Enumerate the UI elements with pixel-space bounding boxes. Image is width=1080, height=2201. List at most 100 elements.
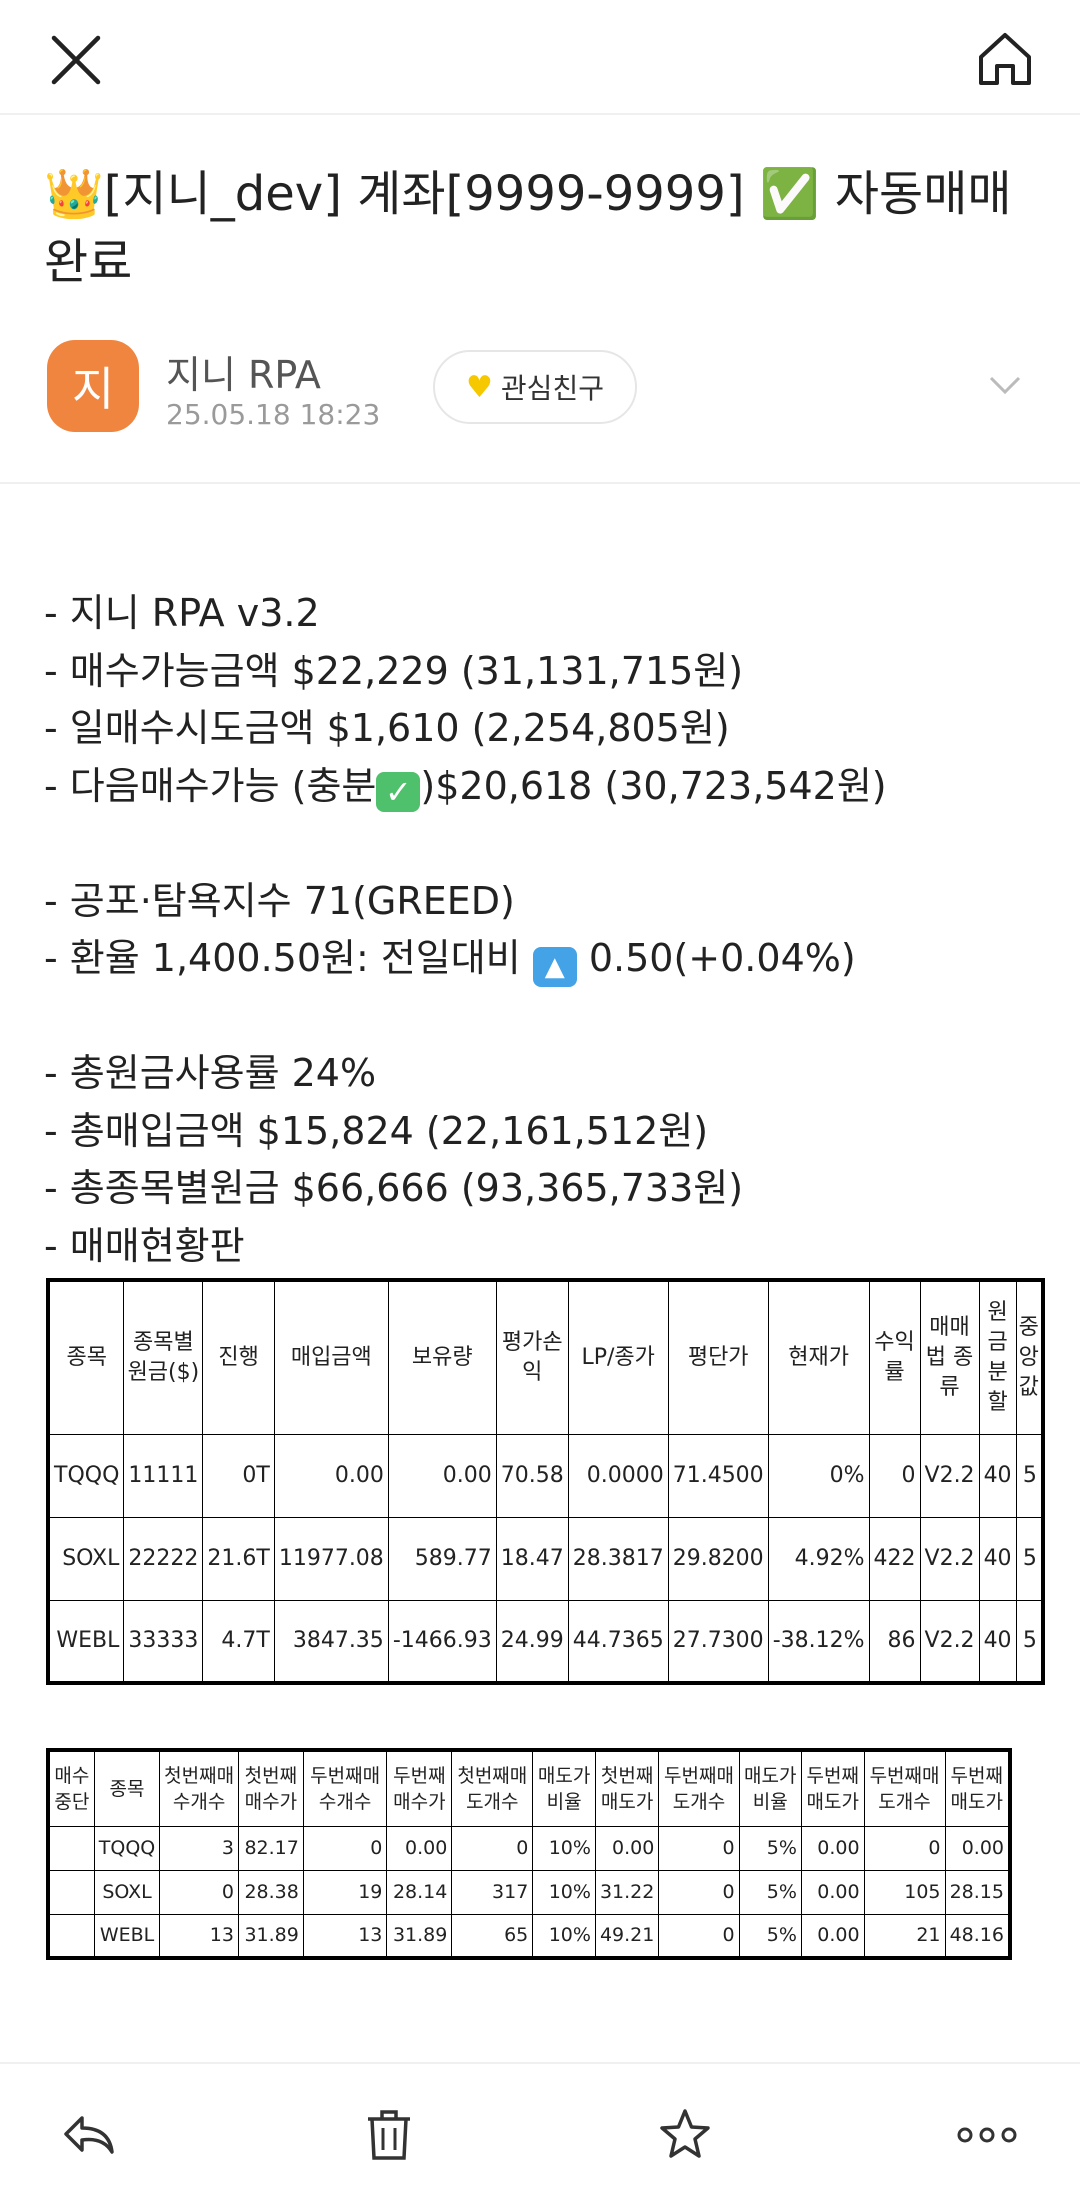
avatar[interactable]: 지: [47, 340, 139, 432]
chevron-down-icon[interactable]: [985, 370, 1025, 400]
line-total-principal: - 총종목별원금 $66,666 (93,365,733원): [44, 1166, 744, 1210]
more-icon[interactable]: [955, 2106, 1019, 2164]
column-header: 종목: [47, 1279, 125, 1435]
line-version: - 지니 RPA v3.2: [44, 591, 320, 635]
line-next-post: )$20,618 (30,723,542원): [420, 763, 887, 808]
table-cell: 5: [1015, 1599, 1044, 1684]
check-icon: ✓: [376, 771, 421, 812]
table-cell: 5: [1015, 1516, 1044, 1601]
line-total-buy: - 총매입금액 $15,824 (22,161,512원): [44, 1108, 709, 1153]
top-bar: [0, 0, 1080, 115]
column-header: 매매법 종류: [919, 1279, 980, 1435]
table-cell: 0: [658, 1869, 740, 1915]
column-header: 원금분할: [978, 1279, 1017, 1435]
message-title: 👑[지니_dev] 계좌[9999-9999] ✅ 자동매매 완료: [44, 166, 1012, 290]
table-cell: 21: [863, 1913, 946, 1959]
table-cell: 33333: [123, 1599, 204, 1684]
reply-icon[interactable]: [60, 2106, 118, 2164]
star-icon[interactable]: [656, 2106, 714, 2164]
table-cell: 11977.08: [273, 1516, 389, 1601]
table-cell: 0: [658, 1913, 740, 1959]
bottom-bar: [0, 2062, 1080, 2201]
table-cell: WEBL: [47, 1599, 125, 1684]
divider: [0, 482, 1080, 484]
table-cell: 40: [978, 1599, 1017, 1684]
table-cell: 31.89: [386, 1913, 453, 1959]
column-header: 첫번째매수가: [237, 1749, 304, 1827]
favorite-friend-button[interactable]: ♥ 관심친구: [433, 350, 637, 424]
table-cell: 0: [451, 1825, 534, 1871]
table-cell: 0.00: [594, 1825, 660, 1871]
column-header: 현재가: [767, 1279, 870, 1435]
up-arrow-icon: ▲: [532, 947, 577, 987]
table-cell: 0: [302, 1825, 388, 1871]
line-board: - 매매현황판: [44, 1223, 245, 1268]
column-header: 첫번째매도가: [594, 1749, 660, 1827]
table-cell: 19: [302, 1869, 388, 1915]
line-next-pre: - 다음매수가능 (충분: [44, 763, 377, 808]
table-cell: 40: [978, 1433, 1017, 1518]
column-header: 매도가비율: [532, 1749, 596, 1827]
table-cell: -38.12%: [767, 1599, 870, 1684]
table-cell: 28.38: [237, 1869, 304, 1915]
column-header: 평단가: [667, 1279, 769, 1435]
table-cell: 0.00: [944, 1825, 1011, 1871]
table-cell: V2.2: [919, 1516, 980, 1601]
table-cell: 0%: [767, 1433, 870, 1518]
table-cell: 0.0000: [567, 1433, 669, 1518]
line-next: - 다음매수가능 (충분 ✓)$20,618 (30,723,542원): [44, 758, 1044, 816]
column-header: 두번째매도개수: [863, 1749, 946, 1827]
column-header: 중앙값: [1015, 1279, 1044, 1435]
table-cell: 86: [868, 1599, 921, 1684]
table-cell: 0.00: [800, 1869, 865, 1915]
table-cell: 0: [868, 1433, 921, 1518]
table-cell: 105: [863, 1869, 946, 1915]
table-cell: 4.92%: [767, 1516, 870, 1601]
table-cell: 10%: [532, 1825, 596, 1871]
column-header: 두번째매수개수: [302, 1749, 388, 1827]
favorite-friend-label: 관심친구: [500, 372, 604, 405]
table-row: SOXL 22222 21.6T 11977.08 589.77 18.47 28.3817…: [47, 1516, 1044, 1601]
table-cell: -1466.93: [387, 1599, 497, 1684]
line-fx-post: 0.50(+0.04%): [576, 936, 856, 980]
column-header: 매수중단: [47, 1749, 95, 1827]
table-cell: 5%: [738, 1869, 802, 1915]
table-cell: 0.00: [387, 1433, 497, 1518]
home-icon[interactable]: [976, 30, 1034, 88]
table-cell: 3847.35: [273, 1599, 389, 1684]
column-header: 종목: [93, 1749, 161, 1827]
table-cell: 3: [159, 1825, 239, 1871]
trash-icon[interactable]: [360, 2106, 418, 2164]
table-cell: 0.00: [386, 1825, 453, 1871]
table-cell: 589.77: [387, 1516, 497, 1601]
table-cell: V2.2: [919, 1433, 980, 1518]
table-cell: 71.4500: [667, 1433, 769, 1518]
table-cell: V2.2: [919, 1599, 980, 1684]
table-cell: 0.00: [800, 1913, 865, 1959]
table-cell: 5%: [738, 1913, 802, 1959]
line-fx-pre: - 환율 1,400.50원: 전일대비: [44, 936, 533, 980]
table-cell: 82.17: [237, 1825, 304, 1871]
table-cell: TQQQ: [47, 1433, 125, 1518]
table-cell: 4.7T: [202, 1599, 275, 1684]
close-icon[interactable]: [48, 32, 104, 88]
column-header: 두번째매도가: [944, 1749, 1011, 1827]
table-cell: 10%: [532, 1869, 596, 1915]
table-cell: 48.16: [944, 1913, 1011, 1959]
line-buyable: - 매수가능금액 $22,229 (31,131,715원): [44, 648, 744, 693]
column-header: 매입금액: [273, 1279, 389, 1435]
table-cell: SOXL: [93, 1869, 161, 1915]
column-header: 두번째매도개수: [658, 1749, 740, 1827]
table-cell: 29.8200: [667, 1516, 769, 1601]
table-cell: 31.22: [594, 1869, 660, 1915]
table-cell: 40: [978, 1516, 1017, 1601]
table-cell: 13: [302, 1913, 388, 1959]
table-cell: 10%: [532, 1913, 596, 1959]
column-header: 두번째매수가: [386, 1749, 453, 1827]
table-cell: 18.47: [495, 1516, 569, 1601]
column-header: 종목별원금($): [123, 1279, 204, 1435]
table-row: WEBL 13 31.89 13 31.89 65 10% 49.21 0 5% 0.00 21 48.…: [47, 1913, 1011, 1959]
column-header: 진행: [202, 1279, 275, 1435]
table-cell: [47, 1869, 95, 1915]
table-cell: [47, 1825, 95, 1871]
